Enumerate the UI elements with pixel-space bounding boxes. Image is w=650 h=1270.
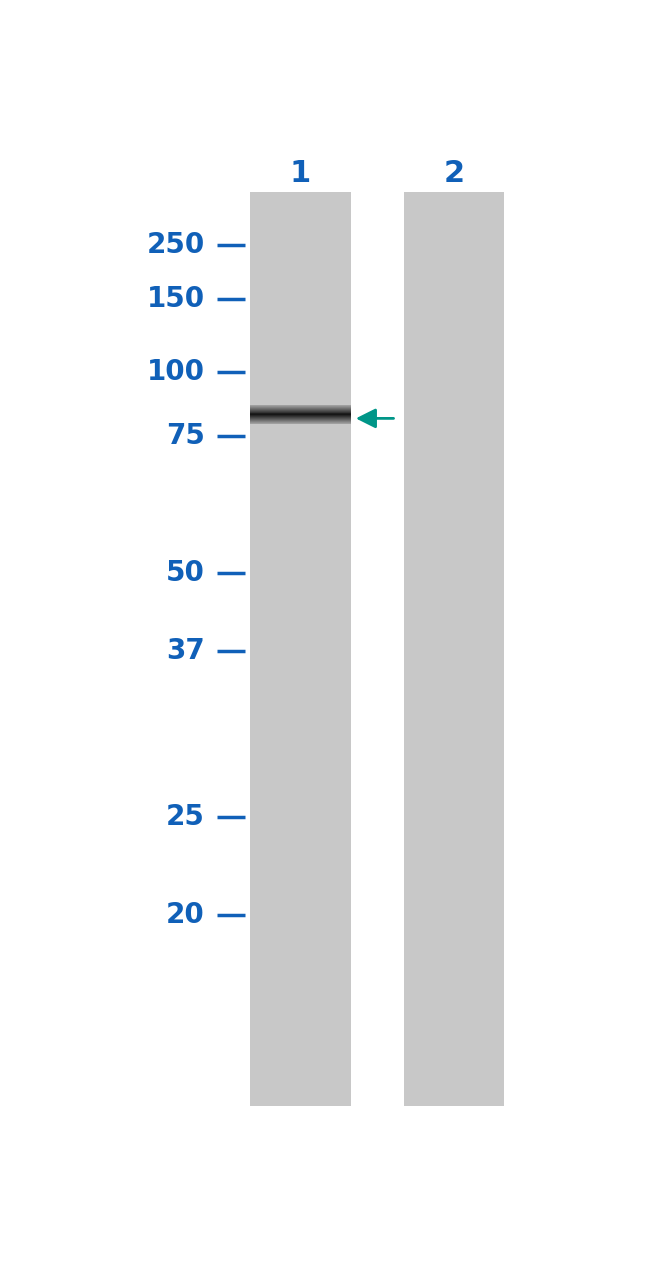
Bar — [404, 192, 504, 1106]
Text: 100: 100 — [147, 358, 205, 386]
Text: 50: 50 — [166, 559, 205, 587]
Text: 1: 1 — [290, 160, 311, 188]
Text: 150: 150 — [146, 284, 205, 314]
Text: 25: 25 — [166, 804, 205, 832]
Text: 250: 250 — [146, 231, 205, 259]
Text: 20: 20 — [166, 902, 205, 930]
Text: 2: 2 — [443, 160, 465, 188]
Bar — [250, 192, 351, 1106]
Text: 37: 37 — [166, 638, 205, 665]
Text: 75: 75 — [166, 422, 205, 450]
